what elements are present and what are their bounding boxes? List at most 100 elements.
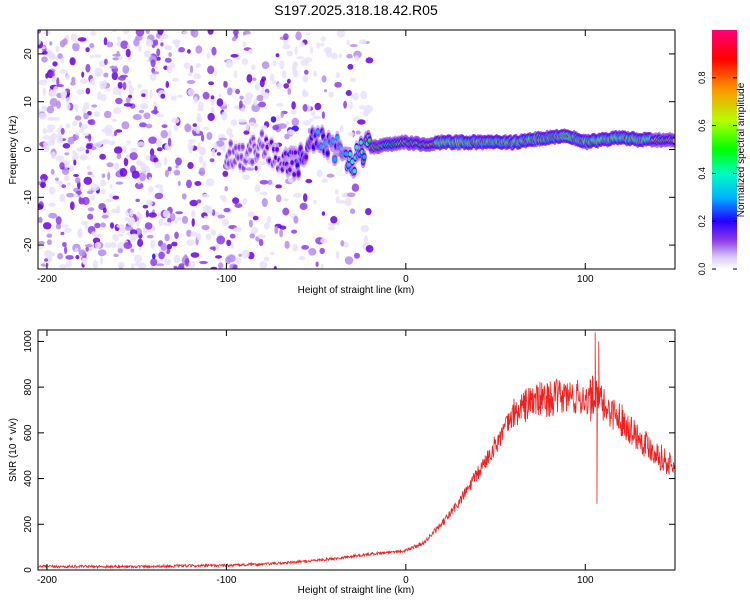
heatmap-cell	[190, 231, 198, 237]
heatmap-cell	[202, 91, 210, 100]
heatmap-cell	[72, 120, 78, 126]
heatmap-cell	[260, 131, 264, 136]
heatmap-cell	[175, 165, 179, 169]
heatmap-cell	[283, 83, 290, 89]
heatmap-cell	[103, 37, 108, 46]
y-tick-label: 0	[23, 567, 34, 573]
heatmap-cell	[217, 214, 226, 219]
heatmap-cell	[50, 168, 55, 175]
heatmap-cell	[141, 104, 147, 109]
heatmap-cell	[198, 167, 206, 176]
heatmap-cell	[223, 207, 231, 213]
heatmap-cell	[263, 256, 270, 262]
heatmap-cell	[89, 78, 95, 86]
heatmap-cell	[196, 199, 202, 204]
heatmap-cell	[118, 91, 122, 96]
heatmap-cell	[275, 147, 279, 152]
heatmap-cell	[209, 158, 215, 163]
heatmap-cell	[191, 30, 199, 38]
heatmap-cell	[346, 39, 351, 46]
heatmap-cell	[90, 183, 100, 192]
heatmap-cell	[66, 103, 71, 110]
y-tick-label: 800	[23, 378, 34, 395]
heatmap-cell	[81, 257, 87, 265]
heatmap-cell	[256, 94, 264, 102]
heatmap-cell	[261, 61, 270, 69]
heatmap-cell	[42, 222, 52, 230]
heatmap-cell	[174, 220, 178, 224]
snr-panel: -200 -100 0 100 0 200 400 600 800 1000 Height of…	[8, 329, 676, 596]
heatmap-cell	[60, 231, 65, 236]
heatmap-cell	[299, 202, 308, 210]
heatmap-cell	[327, 226, 336, 231]
heatmap-cell	[150, 59, 156, 68]
heatmap-cell	[250, 159, 254, 165]
heatmap-cell	[146, 199, 153, 207]
heatmap-cell	[100, 93, 107, 102]
heatmap-cell	[154, 192, 164, 200]
heatmap-cell	[270, 116, 277, 123]
heatmap-cell	[161, 124, 168, 129]
heatmap-cell	[143, 112, 151, 120]
heatmap-cell	[235, 88, 241, 95]
heatmap-cell	[216, 98, 224, 107]
heatmap-cell	[251, 103, 260, 113]
snr-frame	[37, 329, 676, 571]
heatmap-cell	[87, 119, 93, 125]
heatmap-cell	[193, 96, 198, 104]
heatmap-cell	[86, 165, 92, 170]
heatmap-cell	[273, 265, 277, 269]
heatmap-cell	[117, 75, 126, 81]
heatmap-cell	[340, 240, 345, 247]
heatmap-cell	[124, 226, 134, 231]
heatmap-cell	[54, 177, 59, 181]
spectrogram-y-axis-label: Frequency (Hz)	[8, 116, 19, 185]
heatmap-cell	[295, 163, 300, 168]
heatmap-cell	[43, 135, 50, 140]
heatmap-cell	[321, 211, 326, 216]
heatmap-cell	[146, 234, 154, 239]
heatmap-cell	[201, 224, 210, 231]
heatmap-cell	[343, 100, 347, 109]
heatmap-cell	[272, 124, 280, 131]
colorbar-label: Normalized spectral amplitude	[736, 82, 747, 217]
heatmap-cell	[316, 169, 323, 177]
heatmap-cell	[77, 37, 87, 42]
heatmap-cell	[313, 70, 317, 77]
x-tick-label: 100	[577, 575, 594, 586]
heatmap-cell	[312, 199, 317, 205]
heatmap-cell	[66, 182, 71, 187]
heatmap-cell	[106, 162, 114, 168]
heatmap-cell	[206, 132, 213, 140]
heatmap-cell	[310, 111, 316, 116]
heatmap-cell	[248, 219, 253, 228]
heatmap-cell	[224, 81, 228, 88]
heatmap-cell	[267, 179, 273, 185]
heatmap-cell	[261, 76, 267, 82]
heatmap-cell	[302, 91, 309, 98]
heatmap-cell	[215, 255, 222, 259]
heatmap-cell	[172, 77, 180, 82]
heatmap-cell	[321, 178, 328, 184]
heatmap-cell	[74, 115, 82, 121]
heatmap-cell	[309, 118, 314, 122]
heatmap-cell	[90, 54, 94, 59]
heatmap-cell	[96, 91, 102, 101]
heatmap-cell	[112, 30, 117, 33]
heatmap-cell	[112, 118, 117, 122]
heatmap-cell	[331, 139, 335, 144]
heatmap-cell	[343, 241, 349, 248]
heatmap-cell	[42, 127, 47, 135]
heatmap-cell	[135, 228, 142, 236]
heatmap-cell	[87, 171, 93, 176]
heatmap-cell	[241, 58, 249, 65]
heatmap-cell	[77, 233, 83, 238]
heatmap-cell	[261, 198, 268, 207]
heatmap-cell	[89, 43, 95, 48]
heatmap-cell	[99, 179, 107, 187]
heatmap-cell	[104, 58, 108, 65]
heatmap-cell	[205, 178, 215, 187]
heatmap-cell	[226, 239, 232, 246]
heatmap-cell	[251, 64, 256, 71]
heatmap-cell	[336, 30, 346, 38]
